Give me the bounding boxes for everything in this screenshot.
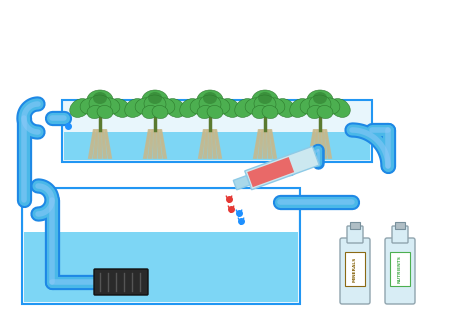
Ellipse shape (100, 98, 120, 114)
Ellipse shape (265, 98, 285, 114)
Ellipse shape (197, 106, 213, 118)
Polygon shape (233, 176, 250, 190)
Ellipse shape (125, 99, 145, 118)
Ellipse shape (300, 98, 320, 114)
Ellipse shape (148, 92, 162, 104)
Polygon shape (245, 146, 319, 190)
Ellipse shape (262, 106, 278, 118)
FancyBboxPatch shape (392, 226, 408, 243)
Ellipse shape (275, 99, 295, 118)
Ellipse shape (258, 92, 272, 104)
Ellipse shape (307, 106, 323, 118)
Ellipse shape (155, 98, 175, 114)
FancyBboxPatch shape (385, 238, 415, 304)
FancyBboxPatch shape (347, 226, 363, 243)
Ellipse shape (317, 106, 333, 118)
Ellipse shape (110, 99, 130, 118)
Ellipse shape (135, 98, 155, 114)
Bar (350, 222, 360, 229)
Ellipse shape (93, 92, 107, 104)
Ellipse shape (245, 98, 265, 114)
Ellipse shape (307, 90, 333, 110)
Text: MINERALS: MINERALS (353, 256, 357, 282)
Ellipse shape (330, 99, 350, 118)
Ellipse shape (220, 99, 240, 118)
Ellipse shape (180, 99, 200, 118)
Ellipse shape (87, 106, 103, 118)
Ellipse shape (254, 95, 276, 113)
Ellipse shape (235, 99, 255, 118)
Ellipse shape (87, 90, 113, 110)
Ellipse shape (207, 106, 223, 118)
FancyBboxPatch shape (340, 238, 370, 304)
Ellipse shape (320, 98, 340, 114)
Ellipse shape (197, 90, 223, 110)
Ellipse shape (203, 92, 217, 104)
Ellipse shape (97, 106, 113, 118)
Ellipse shape (210, 98, 230, 114)
Ellipse shape (313, 92, 327, 104)
Ellipse shape (70, 99, 90, 118)
Bar (22, 188, 300, 304)
Ellipse shape (165, 99, 185, 118)
Ellipse shape (89, 95, 111, 113)
Polygon shape (247, 157, 294, 187)
Bar (390, 252, 410, 286)
Ellipse shape (252, 90, 278, 110)
Ellipse shape (309, 95, 331, 113)
Bar (345, 252, 365, 286)
Ellipse shape (252, 106, 268, 118)
Bar (24, 232, 298, 302)
Ellipse shape (190, 98, 210, 114)
Ellipse shape (152, 106, 168, 118)
Text: NUTRIENTS: NUTRIENTS (398, 255, 402, 283)
Bar (395, 222, 405, 229)
Bar (24, 190, 298, 232)
Bar (64, 132, 370, 160)
Ellipse shape (290, 99, 310, 118)
Ellipse shape (142, 106, 158, 118)
Ellipse shape (142, 90, 168, 110)
Ellipse shape (144, 95, 166, 113)
Ellipse shape (80, 98, 100, 114)
Ellipse shape (199, 95, 221, 113)
Bar (62, 100, 372, 162)
FancyBboxPatch shape (94, 269, 148, 295)
